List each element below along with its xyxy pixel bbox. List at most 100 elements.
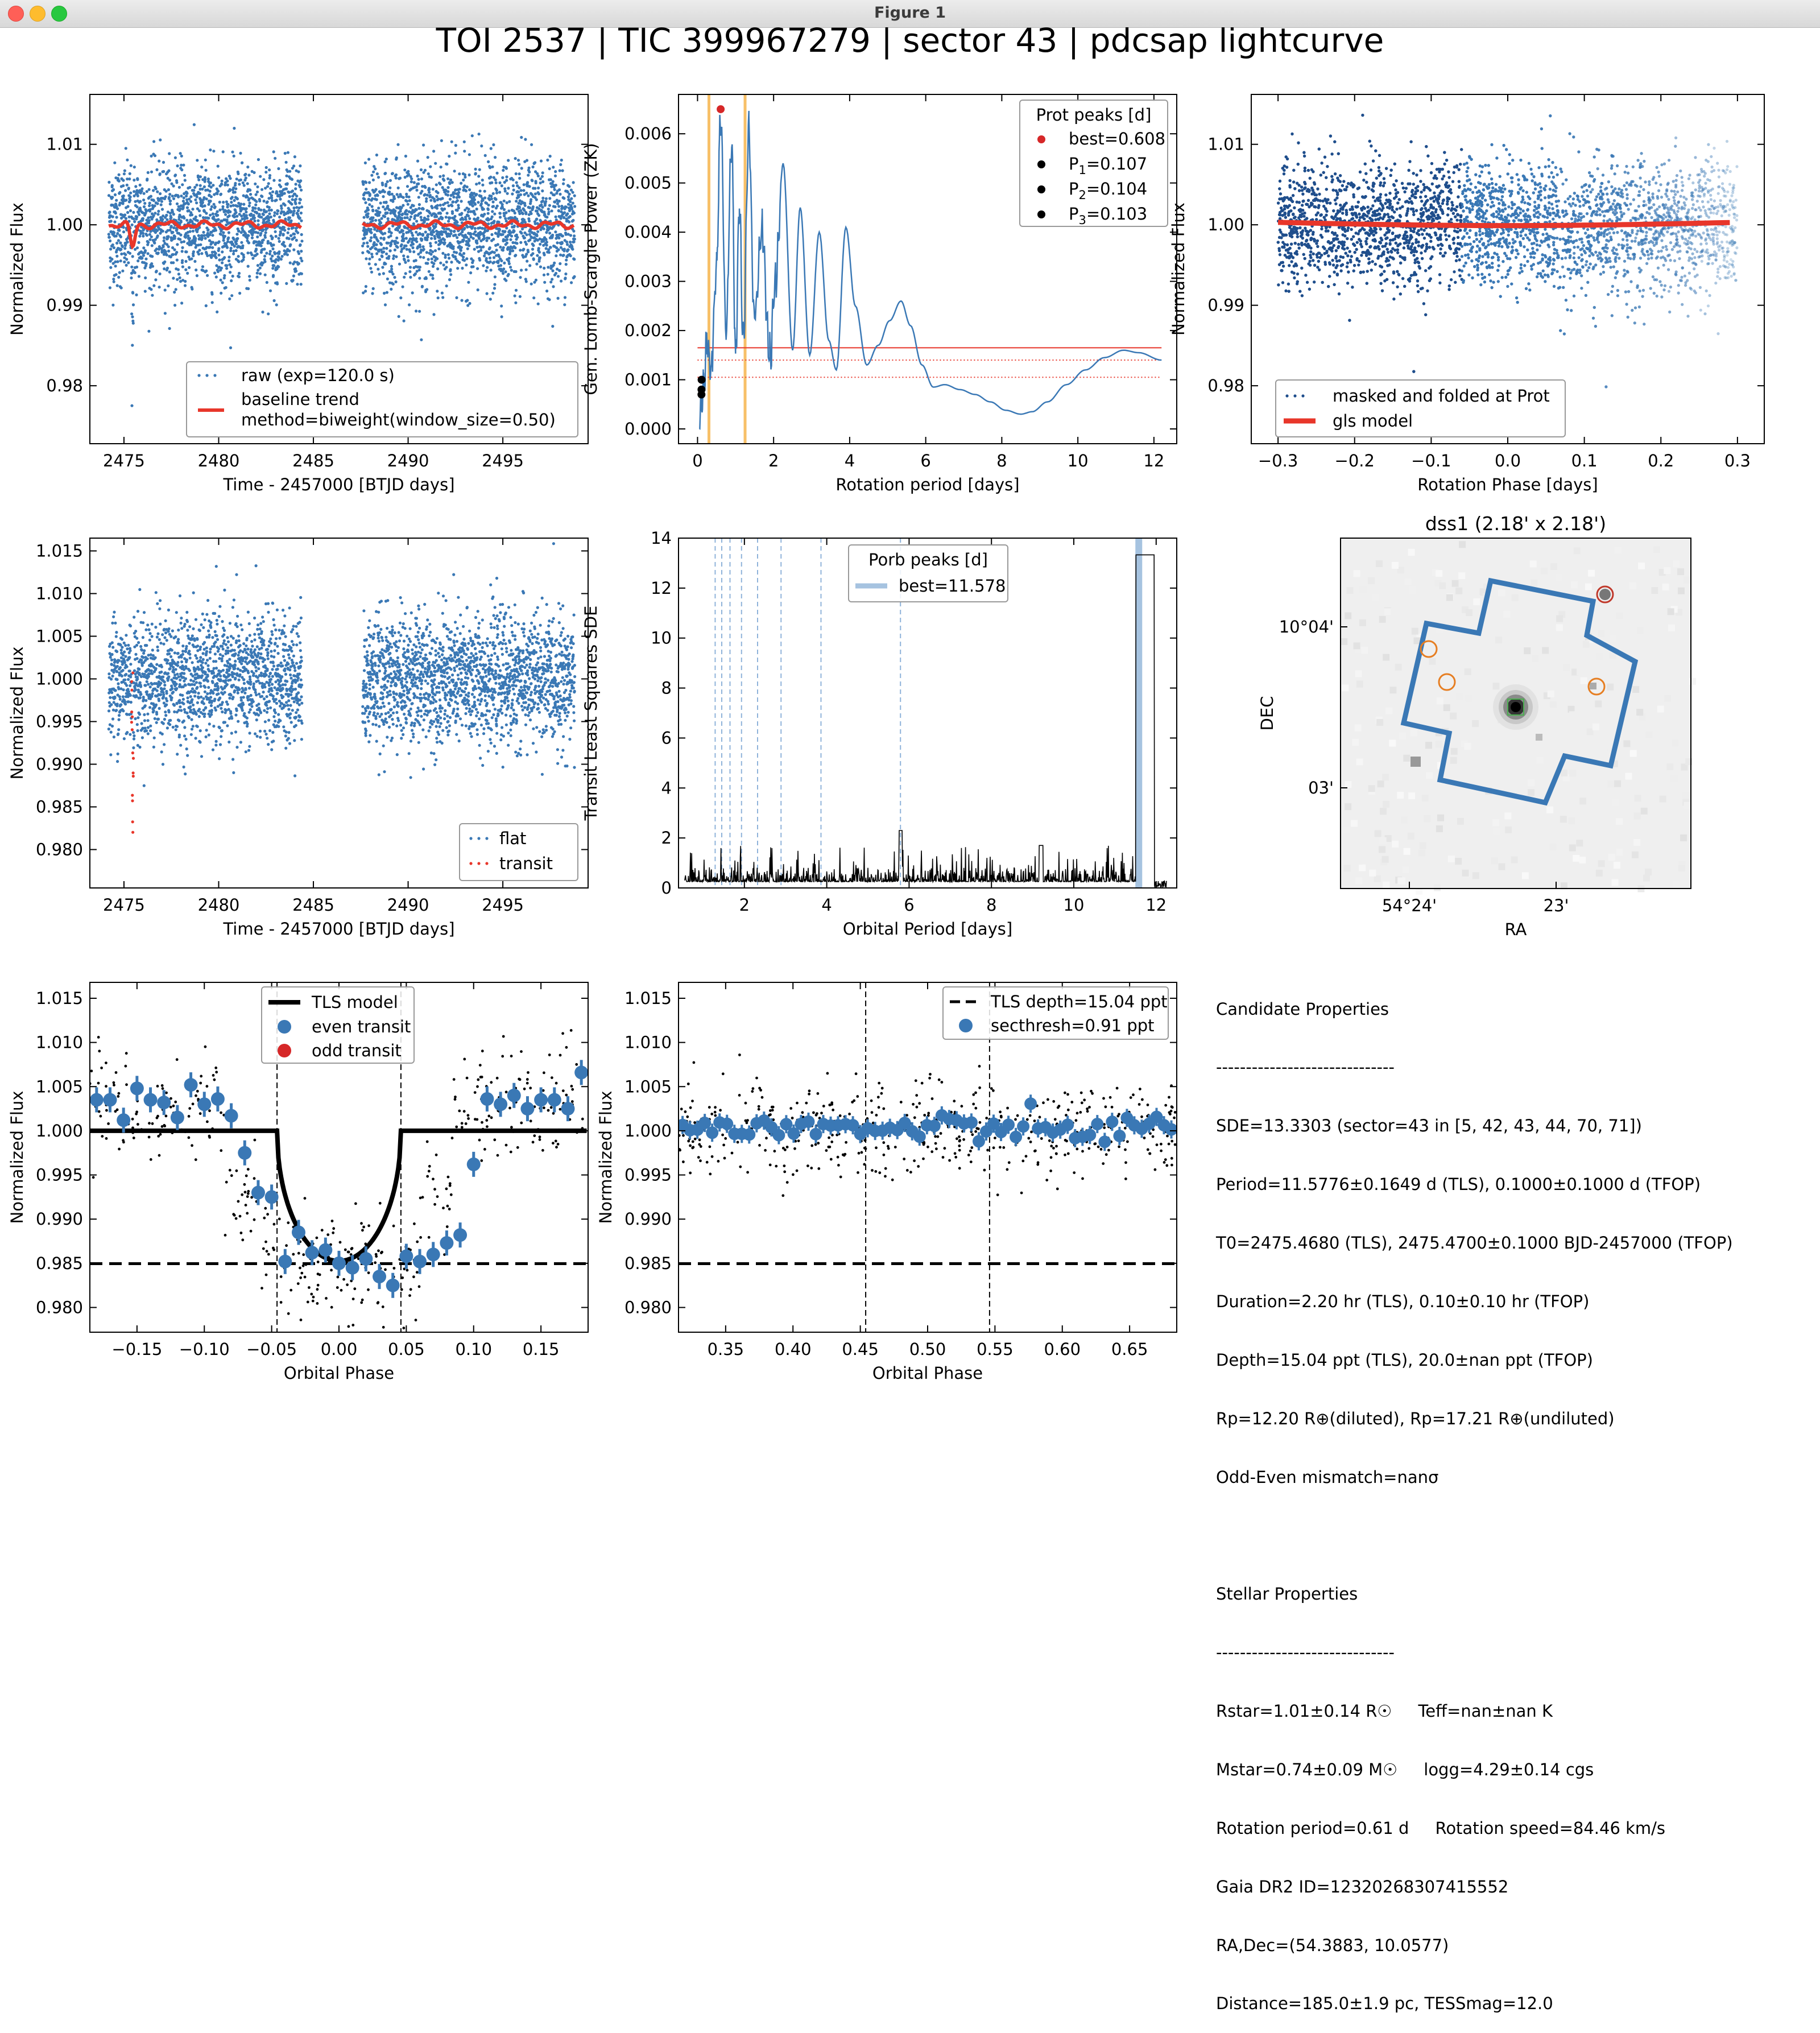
data-point — [230, 279, 233, 282]
data-point — [247, 173, 250, 176]
data-point — [143, 202, 146, 205]
data-point — [375, 154, 378, 156]
data-point — [535, 279, 537, 282]
data-point — [288, 250, 291, 253]
data-point — [525, 192, 528, 195]
data-point — [300, 283, 303, 286]
data-point — [432, 150, 435, 152]
data-point — [262, 178, 265, 181]
data-point — [463, 259, 466, 262]
data-point — [130, 312, 133, 315]
data-point — [185, 219, 188, 222]
data-point — [209, 148, 212, 151]
data-point — [417, 183, 420, 185]
data-point — [220, 279, 222, 282]
data-point — [417, 207, 420, 210]
data-point — [269, 187, 272, 190]
data-point — [244, 173, 247, 176]
data-point — [179, 238, 181, 241]
data-point — [378, 214, 380, 217]
data-point — [285, 282, 288, 285]
data-point — [176, 164, 179, 167]
data-point — [563, 248, 566, 251]
data-point — [489, 246, 491, 249]
data-point — [112, 278, 115, 280]
data-point — [383, 232, 386, 235]
data-point — [299, 257, 302, 259]
data-point — [271, 247, 274, 250]
data-point — [233, 245, 236, 247]
legend-marker — [1037, 160, 1045, 168]
data-point — [526, 181, 529, 184]
data-point — [537, 187, 540, 189]
data-point — [549, 178, 552, 181]
data-point — [235, 177, 238, 180]
data-point — [229, 346, 232, 349]
data-point — [493, 261, 495, 263]
data-point — [519, 276, 522, 279]
data-point — [131, 315, 134, 318]
data-point — [267, 219, 270, 222]
data-point — [560, 280, 562, 283]
data-point — [267, 240, 270, 243]
data-point — [145, 262, 148, 265]
data-point — [492, 200, 495, 203]
data-point — [119, 248, 122, 251]
data-point — [385, 158, 388, 160]
data-point — [115, 255, 118, 258]
data-point — [209, 190, 212, 193]
data-point — [211, 246, 214, 249]
data-point — [172, 184, 175, 187]
data-point — [271, 255, 274, 258]
data-point — [573, 275, 576, 278]
data-point — [564, 296, 566, 299]
data-point — [273, 299, 276, 302]
data-point — [409, 266, 412, 268]
data-point — [456, 199, 459, 202]
data-point — [241, 245, 244, 247]
data-point — [239, 152, 242, 155]
data-point — [520, 232, 523, 234]
data-point — [431, 274, 434, 276]
data-point — [243, 184, 246, 187]
data-point — [264, 231, 267, 234]
data-point — [129, 172, 131, 175]
data-point — [130, 404, 133, 407]
data-point — [194, 237, 197, 240]
data-point — [245, 176, 247, 179]
data-point — [452, 200, 454, 203]
data-point — [266, 185, 269, 188]
data-point — [380, 255, 383, 258]
data-point — [228, 231, 230, 234]
data-point — [275, 303, 278, 306]
data-point — [272, 274, 275, 277]
data-point — [194, 199, 197, 201]
data-point — [294, 203, 297, 205]
data-point — [475, 193, 478, 196]
data-point — [440, 233, 443, 236]
data-point — [436, 257, 439, 260]
data-point — [487, 237, 490, 239]
data-point — [295, 198, 297, 201]
data-point — [205, 270, 208, 272]
data-point — [181, 259, 184, 262]
data-point — [570, 208, 573, 210]
data-point — [407, 259, 410, 262]
data-point — [498, 221, 500, 224]
data-point — [156, 234, 159, 237]
data-point — [392, 257, 395, 260]
data-point — [460, 212, 463, 215]
data-point — [458, 172, 461, 175]
data-point — [559, 169, 561, 172]
data-point — [247, 241, 250, 244]
data-point — [289, 220, 292, 222]
data-point — [555, 216, 557, 218]
y-tick-label: 0.98 — [46, 376, 83, 395]
data-point — [213, 271, 216, 274]
data-point — [385, 253, 388, 255]
data-point — [185, 192, 188, 195]
data-point — [271, 191, 274, 193]
data-point — [110, 220, 113, 222]
data-point — [278, 250, 280, 253]
data-point — [238, 183, 241, 185]
